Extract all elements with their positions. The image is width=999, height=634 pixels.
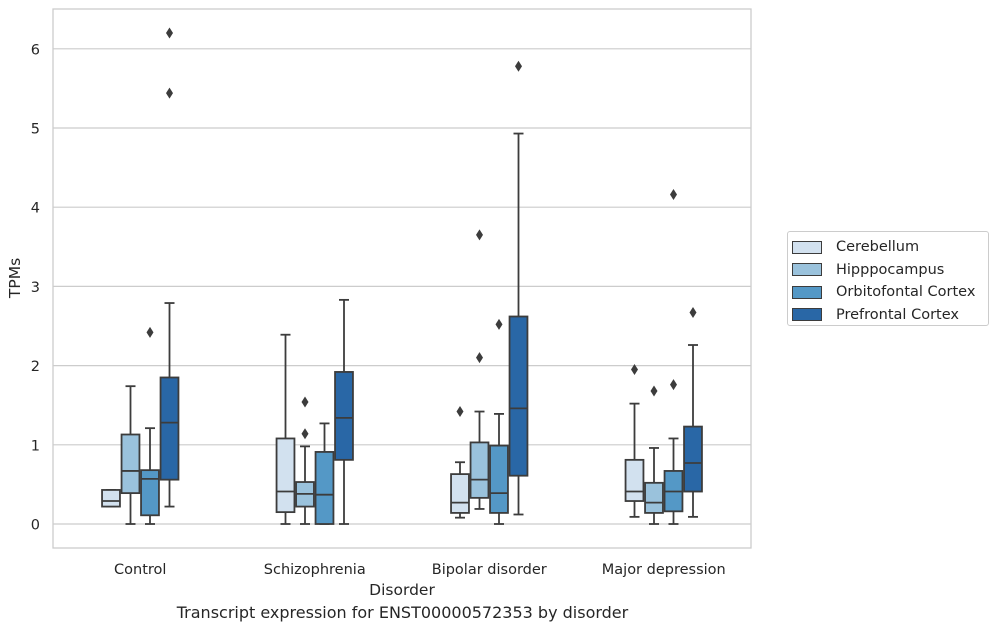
legend-item: Orbitofontal Cortex bbox=[792, 281, 988, 304]
outlier-point bbox=[689, 307, 697, 319]
outlier-point bbox=[631, 364, 638, 376]
plot-frame bbox=[52, 8, 752, 549]
box-cerebellum bbox=[101, 489, 121, 508]
box-body bbox=[120, 433, 141, 495]
box-prefrontal-cortex bbox=[683, 307, 703, 518]
box-body bbox=[489, 444, 509, 514]
legend-swatch-hippocampus bbox=[792, 263, 822, 277]
outlier-point bbox=[146, 326, 154, 338]
figure-caption: Transcript expression for ENST0000057235… bbox=[176, 603, 629, 622]
outlier-point bbox=[495, 318, 503, 330]
y-axis-label: TPMs bbox=[6, 258, 24, 299]
box-prefrontal-cortex bbox=[159, 27, 180, 508]
box-orbitofontal-cortex bbox=[140, 326, 160, 525]
y-tick-label: 5 bbox=[31, 122, 40, 138]
x-tick-label: Schizophrenia bbox=[264, 562, 366, 578]
box-body bbox=[314, 451, 335, 525]
y-axis-ticks: 0 1 2 3 4 5 6 bbox=[31, 42, 40, 533]
box-hipppocampus bbox=[469, 229, 490, 510]
legend-swatch-prefrontal bbox=[792, 308, 822, 322]
legend-swatch-cerebellum bbox=[792, 240, 822, 254]
box-body bbox=[101, 489, 121, 508]
y-tick-label: 0 bbox=[31, 518, 40, 534]
box-body bbox=[450, 473, 470, 514]
y-tick-label: 4 bbox=[31, 201, 40, 217]
box-body bbox=[683, 425, 703, 493]
legend-label: Orbitofontal Cortex bbox=[836, 284, 976, 301]
legend-item: Prefrontal Cortex bbox=[792, 304, 988, 327]
box-hipppocampus bbox=[644, 385, 664, 525]
box-hipppocampus bbox=[295, 396, 315, 525]
box-body bbox=[275, 437, 296, 514]
outlier-point bbox=[456, 406, 464, 418]
box-body bbox=[508, 315, 529, 477]
outlier-point bbox=[166, 27, 173, 39]
outlier-point bbox=[670, 379, 677, 391]
outlier-point bbox=[670, 189, 677, 201]
x-axis-ticks: Control Schizophrenia Bipolar disorder Majo… bbox=[114, 562, 726, 578]
box-body bbox=[469, 441, 490, 499]
outlier-point bbox=[650, 385, 658, 397]
plot-area bbox=[101, 27, 703, 525]
y-tick-label: 1 bbox=[31, 438, 40, 454]
box-prefrontal-cortex bbox=[508, 60, 529, 516]
y-tick-label: 6 bbox=[31, 42, 40, 58]
box-orbitofontal-cortex bbox=[314, 422, 335, 525]
legend-label: Hipppocampus bbox=[836, 261, 945, 278]
x-axis-label: Disorder bbox=[369, 581, 435, 599]
box-hipppocampus bbox=[120, 385, 141, 525]
box-body bbox=[644, 481, 664, 514]
outlier-point bbox=[301, 428, 309, 440]
legend-label: Cerebellum bbox=[836, 239, 920, 256]
outlier-point bbox=[166, 87, 173, 99]
outlier-point bbox=[476, 229, 483, 241]
box-cerebellum bbox=[275, 333, 296, 525]
outlier-point bbox=[515, 60, 522, 72]
legend-item: Hipppocampus bbox=[792, 259, 988, 282]
legend-swatch-orbitofrontal bbox=[792, 285, 822, 299]
box-body bbox=[624, 458, 645, 502]
gridlines bbox=[53, 48, 751, 525]
legend-item: Cerebellum bbox=[792, 236, 988, 259]
box-prefrontal-cortex bbox=[334, 298, 354, 525]
box-orbitofontal-cortex bbox=[663, 189, 684, 525]
box-body bbox=[159, 376, 180, 481]
box-orbitofontal-cortex bbox=[489, 318, 509, 525]
outlier-point bbox=[476, 352, 483, 364]
box-body bbox=[140, 469, 160, 517]
legend: Cerebellum Hipppocampus Orbitofontal Cor… bbox=[787, 231, 989, 326]
y-tick-label: 3 bbox=[31, 280, 40, 296]
box-cerebellum bbox=[624, 364, 645, 518]
legend-label: Prefrontal Cortex bbox=[836, 306, 959, 323]
box-body bbox=[334, 371, 354, 461]
x-tick-label: Bipolar disorder bbox=[432, 562, 547, 578]
x-tick-label: Control bbox=[114, 562, 166, 578]
box-cerebellum bbox=[450, 406, 470, 519]
x-tick-label: Major depression bbox=[602, 562, 726, 578]
y-tick-label: 2 bbox=[31, 359, 40, 375]
outlier-point bbox=[301, 396, 309, 408]
